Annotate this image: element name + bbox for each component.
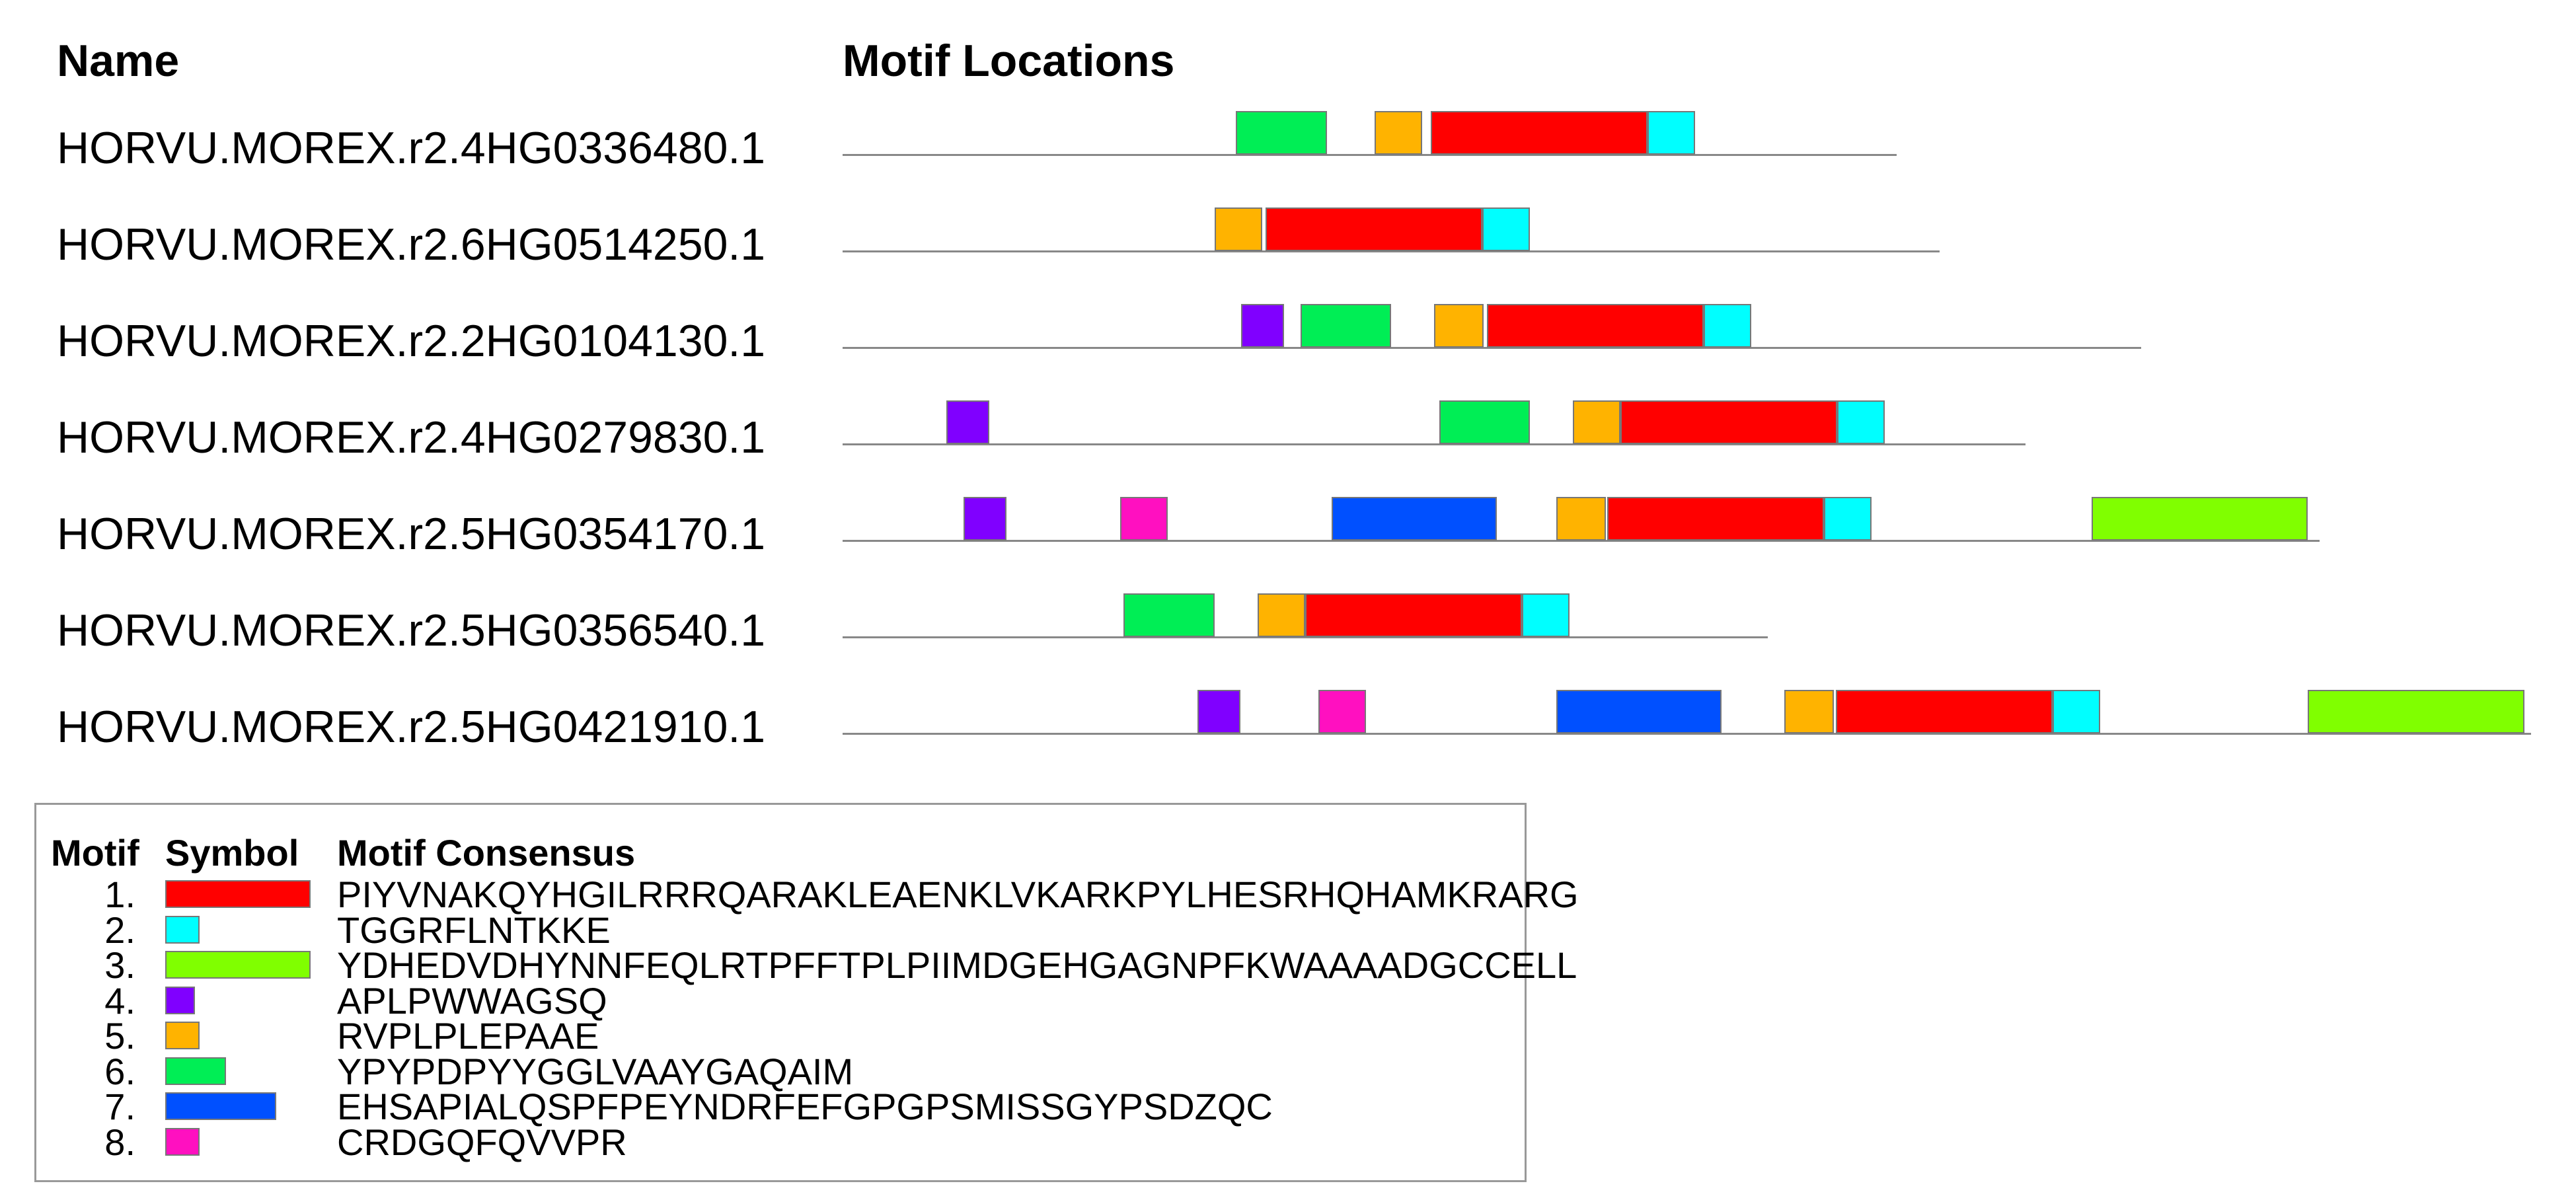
- motif-1-block: [1836, 690, 2053, 733]
- motif-7-block: [1556, 690, 1722, 733]
- legend-motif-consensus: EHSAPIALQSPFPEYNDRFEFGPGPSMISSGYPSDZQC: [337, 1086, 1273, 1127]
- sequence-backbone-line: [843, 733, 2531, 735]
- motif-4-block: [946, 400, 989, 444]
- motif-8-block: [1120, 497, 1168, 541]
- motif-2-block: [2053, 690, 2100, 733]
- motif-5-block: [1215, 207, 1262, 251]
- legend-symbol-motif-1: [165, 880, 311, 908]
- legend-symbol-motif-8: [165, 1127, 200, 1156]
- motif-6-block: [1123, 593, 1215, 637]
- legend-motif-number: 2.: [104, 909, 135, 951]
- legend-motif-consensus: TGGRFLNTKKE: [337, 909, 611, 951]
- legend-motif-consensus: PIYVNAKQYHGILRRRQARAKLEAENKLVKARKPYLHESR…: [337, 874, 1579, 915]
- legend-motif-number: 5.: [104, 1015, 135, 1057]
- legend-symbol-motif-2: [165, 915, 200, 944]
- motif-1-block: [1431, 111, 1648, 155]
- motif-3-block: [2308, 690, 2524, 733]
- sequence-name: HORVU.MOREX.r2.4HG0279830.1: [57, 412, 766, 463]
- motif-4-block: [1241, 304, 1284, 348]
- motif-6-block: [1439, 400, 1530, 444]
- sequence-name: HORVU.MOREX.r2.5HG0356540.1: [57, 605, 766, 655]
- sequence-name: HORVU.MOREX.r2.5HG0354170.1: [57, 509, 766, 559]
- legend-symbol-motif-7: [165, 1092, 276, 1120]
- legend-motif-consensus: CRDGQFQVVPR: [337, 1121, 627, 1163]
- motif-7-block: [1332, 497, 1497, 541]
- motif-5-block: [1375, 111, 1422, 155]
- legend-motif-number: 1.: [104, 874, 135, 915]
- motif-6-block: [1236, 111, 1327, 155]
- sequence-name: HORVU.MOREX.r2.2HG0104130.1: [57, 316, 766, 366]
- motif-2-block: [1482, 207, 1530, 251]
- legend-motif-consensus: YPYPDPYYGGLVAAYGAQAIM: [337, 1050, 854, 1092]
- motif-1-block: [1266, 207, 1482, 251]
- motif-2-block: [1704, 304, 1751, 348]
- sequence-backbone-line: [843, 636, 1768, 638]
- motif-4-block: [1197, 690, 1240, 733]
- motif-3-block: [2092, 497, 2308, 541]
- motif-1-block: [1305, 593, 1522, 637]
- sequence-name: HORVU.MOREX.r2.6HG0514250.1: [57, 219, 766, 270]
- legend-motif-number: 8.: [104, 1121, 135, 1163]
- legend-motif-consensus: YDHEDVDHYNNFEQLRTPFFTPLPIIMDGEHGAGNPFKWA…: [337, 944, 1577, 986]
- motif-1-block: [1620, 400, 1837, 444]
- sequence-name: HORVU.MOREX.r2.5HG0421910.1: [57, 702, 766, 752]
- legend-motif-number: 4.: [104, 979, 135, 1022]
- sequence-backbone-line: [843, 154, 1897, 156]
- motif-5-block: [1573, 400, 1620, 444]
- legend-header-motif: Motif: [51, 832, 139, 874]
- sequence-backbone-line: [843, 443, 2026, 445]
- legend-symbol-motif-6: [165, 1057, 226, 1085]
- motif-2-block: [1837, 400, 1885, 444]
- sequence-backbone-line: [843, 250, 1940, 252]
- motif-8-block: [1318, 690, 1366, 733]
- legend-symbol-motif-5: [165, 1022, 200, 1049]
- legend-symbol-motif-4: [165, 986, 195, 1014]
- motif-4-block: [964, 497, 1006, 541]
- legend-header-consensus: Motif Consensus: [337, 832, 636, 874]
- motif-1-block: [1487, 304, 1704, 348]
- name-column-header: Name: [57, 36, 180, 86]
- motif-1-block: [1607, 497, 1824, 541]
- legend-motif-number: 6.: [104, 1050, 135, 1092]
- motif-5-block: [1434, 304, 1484, 348]
- motif-6-block: [1301, 304, 1391, 348]
- sequence-backbone-line: [843, 540, 2320, 542]
- motif-2-block: [1522, 593, 1570, 637]
- motif-2-block: [1648, 111, 1695, 155]
- motif-5-block: [1784, 690, 1834, 733]
- motif-legend: Motif Symbol Motif Consensus 1. PIYVNAKQY…: [34, 803, 1579, 1182]
- sequence-name: HORVU.MOREX.r2.4HG0336480.1: [57, 123, 766, 173]
- legend-symbol-motif-3: [165, 951, 311, 979]
- legend-header-symbol: Symbol: [165, 832, 299, 874]
- legend-motif-consensus: APLPWWAGSQ: [337, 979, 607, 1022]
- legend-motif-number: 7.: [104, 1086, 135, 1127]
- motif-locations-header: Motif Locations: [843, 36, 1175, 86]
- legend-motif-consensus: RVPLPLEPAAE: [337, 1015, 599, 1057]
- legend-motif-number: 3.: [104, 944, 135, 986]
- motif-5-block: [1258, 593, 1305, 637]
- motif-2-block: [1824, 497, 1872, 541]
- motif-5-block: [1556, 497, 1606, 541]
- sequence-backbone-line: [843, 347, 2141, 349]
